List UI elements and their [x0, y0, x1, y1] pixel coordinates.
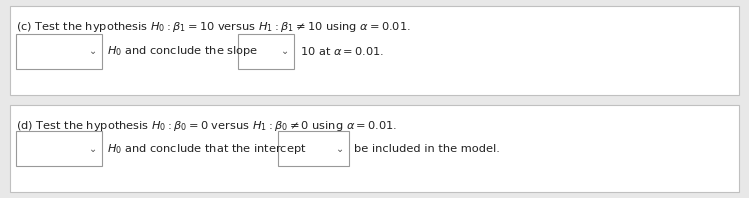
Text: (c) Test the hypothesis $H_0 : \beta_1 = 10$ versus $H_1 : \beta_1 \neq 10$ usin: (c) Test the hypothesis $H_0 : \beta_1 =…: [16, 20, 410, 34]
Text: ⌄: ⌄: [336, 144, 344, 153]
Text: (d) Test the hypothesis $H_0 : \beta_0 = 0$ versus $H_1 : \beta_0 \neq 0$ using : (d) Test the hypothesis $H_0 : \beta_0 =…: [16, 119, 397, 133]
FancyBboxPatch shape: [10, 105, 739, 192]
Text: $H_0$ and conclude the slope: $H_0$ and conclude the slope: [107, 45, 258, 58]
FancyBboxPatch shape: [16, 34, 102, 69]
FancyBboxPatch shape: [16, 131, 102, 166]
Text: $H_0$ and conclude that the intercept: $H_0$ and conclude that the intercept: [107, 142, 306, 155]
Text: ⌄: ⌄: [89, 144, 97, 153]
Text: ⌄: ⌄: [282, 47, 289, 56]
Text: ⌄: ⌄: [89, 47, 97, 56]
FancyBboxPatch shape: [278, 131, 349, 166]
FancyBboxPatch shape: [238, 34, 294, 69]
FancyBboxPatch shape: [10, 6, 739, 95]
Text: be included in the model.: be included in the model.: [354, 144, 500, 153]
Text: 10 at $\alpha = 0.01$.: 10 at $\alpha = 0.01$.: [300, 46, 384, 57]
